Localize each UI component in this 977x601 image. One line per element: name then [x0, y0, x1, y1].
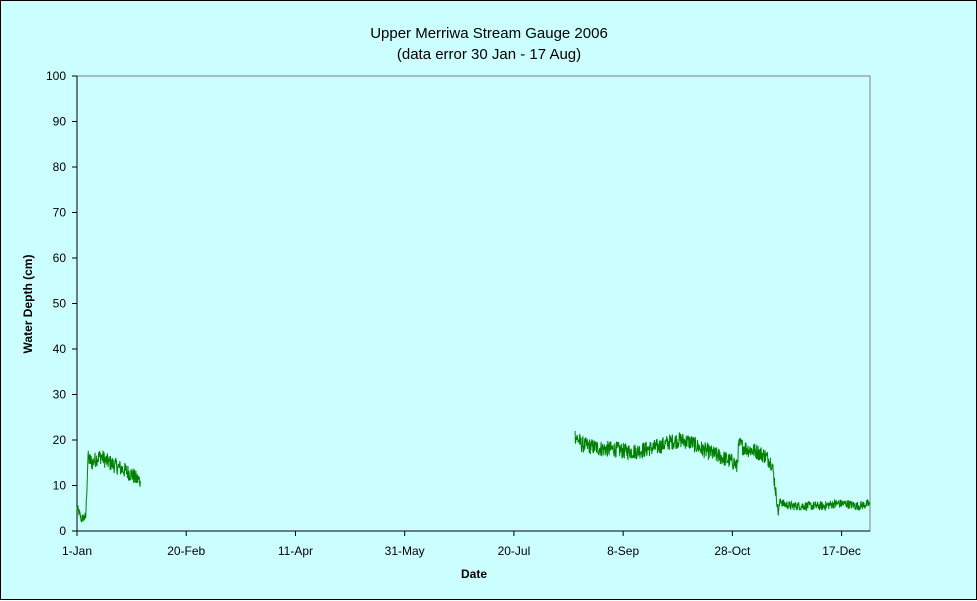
x-tick-label: 11-Apr [278, 544, 313, 558]
series-line-segment [574, 431, 871, 516]
x-tick-label: 1-Jan [62, 544, 92, 558]
chart-subtitle: (data error 30 Jan - 17 Aug) [397, 46, 581, 63]
y-tick-label: 80 [53, 160, 67, 174]
x-tick-label: 20-Jul [498, 544, 531, 558]
y-tick-label: 40 [53, 342, 67, 356]
chart-title: Upper Merriwa Stream Gauge 2006 [370, 25, 608, 42]
x-tick-label: 8-Sep [607, 544, 639, 558]
x-tick-label: 17-Dec [822, 544, 861, 558]
y-tick-label: 20 [53, 433, 67, 447]
y-tick-label: 90 [53, 115, 67, 129]
x-tick-label: 28-Oct [714, 544, 751, 558]
y-tick-label: 30 [53, 388, 67, 402]
x-axis-label: Date [461, 567, 487, 581]
y-axis-label: Water Depth (cm) [21, 255, 35, 354]
y-tick-label: 70 [53, 206, 67, 220]
y-tick-label: 0 [59, 524, 66, 538]
x-tick-label: 20-Feb [167, 544, 205, 558]
series-line-segment [76, 450, 141, 523]
y-tick-label: 60 [53, 251, 67, 265]
plot-area [76, 75, 871, 532]
y-tick-label: 50 [53, 297, 67, 311]
y-tick-label: 100 [46, 69, 66, 83]
series-water-depth [76, 431, 871, 523]
x-tick-label: 31-May [385, 544, 425, 558]
x-axis: 1-Jan 20-Feb 11-Apr 31-May 20-Jul 8-Sep 28-Oct… [62, 530, 870, 558]
y-axis: 0 10 20 30 40 50 60 70 80 90 100 [46, 69, 78, 538]
y-tick-label: 10 [53, 479, 67, 493]
